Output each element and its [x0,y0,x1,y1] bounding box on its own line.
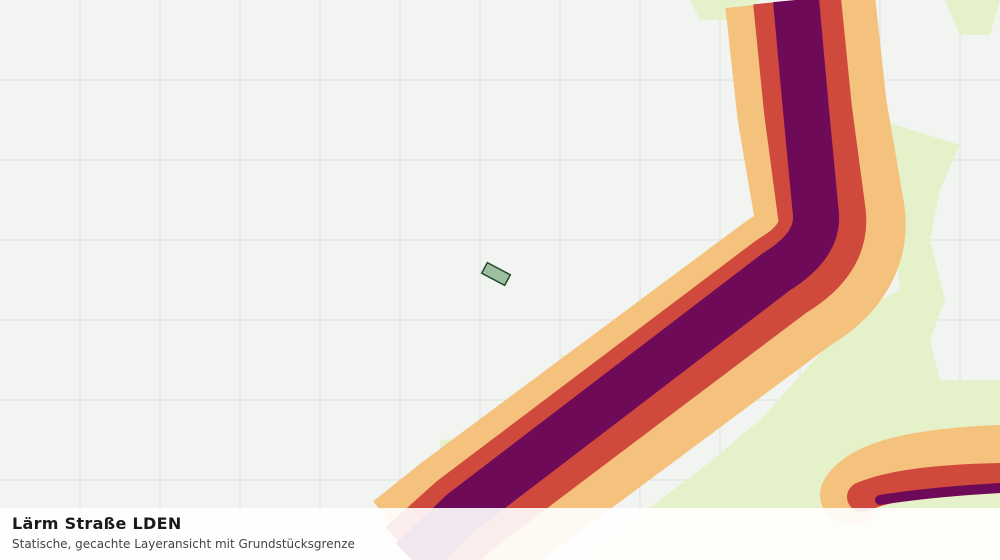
layer-subtitle: Statische, gecachte Layeransicht mit Gru… [12,537,355,551]
noise-band-very-high [396,0,840,560]
noise-band-very-high-2 [875,483,1000,505]
legend-footer: Lärm Straße LDEN Statische, gecachte Lay… [0,508,1000,560]
parcel-boundary [480,261,512,287]
noise-band-high-2 [847,463,1000,512]
layer-title: Lärm Straße LDEN [12,514,182,533]
